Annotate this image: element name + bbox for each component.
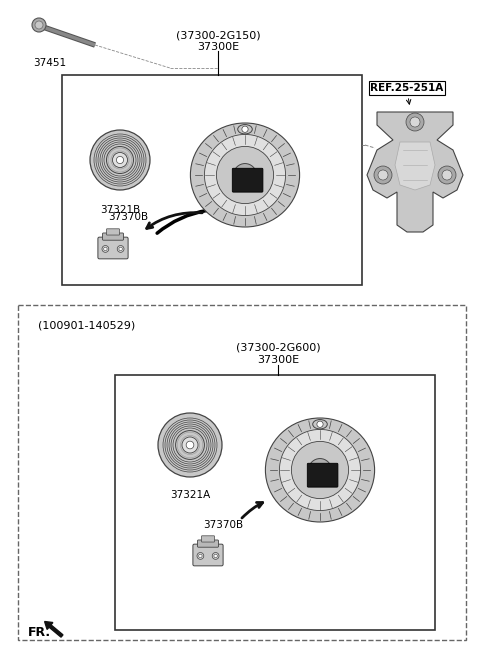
Circle shape [90, 130, 150, 190]
Text: 37370B: 37370B [108, 212, 148, 222]
Circle shape [204, 135, 286, 215]
FancyBboxPatch shape [98, 237, 128, 259]
Text: (37300-2G600): (37300-2G600) [236, 343, 320, 353]
FancyBboxPatch shape [193, 544, 223, 566]
Circle shape [406, 113, 424, 131]
Circle shape [35, 21, 43, 29]
Circle shape [279, 430, 360, 510]
Circle shape [119, 247, 122, 250]
Circle shape [309, 459, 331, 482]
Ellipse shape [238, 125, 252, 134]
Circle shape [104, 247, 107, 250]
Circle shape [214, 555, 217, 558]
FancyBboxPatch shape [103, 233, 123, 240]
Circle shape [410, 117, 420, 127]
Circle shape [186, 441, 194, 449]
Ellipse shape [265, 418, 374, 522]
FancyBboxPatch shape [197, 540, 218, 547]
Circle shape [378, 170, 388, 180]
Text: 37300E: 37300E [257, 355, 299, 365]
Polygon shape [395, 142, 435, 190]
Circle shape [102, 246, 109, 252]
Circle shape [199, 555, 202, 558]
Text: 37321A: 37321A [170, 490, 210, 500]
Polygon shape [367, 112, 463, 232]
Circle shape [107, 147, 133, 173]
Text: (100901-140529): (100901-140529) [38, 320, 135, 330]
Circle shape [317, 421, 323, 427]
Circle shape [242, 126, 248, 132]
Text: 37370B: 37370B [203, 520, 243, 530]
Circle shape [374, 166, 392, 184]
FancyBboxPatch shape [307, 463, 338, 487]
Text: FR.: FR. [28, 625, 51, 639]
Circle shape [291, 442, 348, 499]
Text: REF.25-251A: REF.25-251A [371, 83, 444, 93]
Bar [115, 375, 435, 630]
Ellipse shape [191, 123, 300, 227]
Text: 37321B: 37321B [100, 205, 140, 215]
Circle shape [234, 164, 256, 187]
Text: 37451: 37451 [34, 58, 67, 68]
Circle shape [438, 166, 456, 184]
Circle shape [197, 553, 204, 559]
Bar [18, 305, 466, 640]
Circle shape [112, 152, 128, 168]
FancyBboxPatch shape [202, 536, 215, 542]
Bar [62, 75, 362, 285]
Circle shape [212, 553, 219, 559]
FancyBboxPatch shape [232, 168, 263, 192]
Circle shape [117, 156, 124, 164]
Circle shape [32, 18, 46, 32]
Text: (37300-2G150): (37300-2G150) [176, 30, 260, 40]
FancyArrow shape [45, 622, 63, 637]
Circle shape [117, 246, 124, 252]
Circle shape [442, 170, 452, 180]
Text: 37300E: 37300E [197, 42, 239, 52]
Circle shape [182, 437, 198, 453]
FancyBboxPatch shape [107, 229, 120, 235]
Circle shape [158, 413, 222, 477]
Ellipse shape [313, 420, 327, 429]
Circle shape [176, 430, 204, 459]
Circle shape [216, 147, 274, 204]
